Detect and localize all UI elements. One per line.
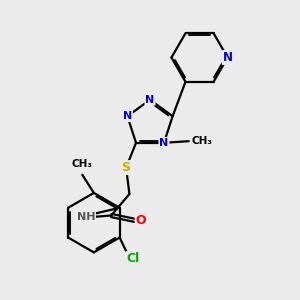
Text: O: O — [136, 214, 146, 227]
Text: N: N — [146, 95, 154, 105]
Text: CH₃: CH₃ — [191, 136, 212, 146]
Text: N: N — [123, 111, 132, 121]
Text: N: N — [223, 51, 232, 64]
Text: S: S — [122, 161, 130, 174]
Text: Cl: Cl — [126, 252, 140, 265]
Text: CH₃: CH₃ — [72, 159, 93, 169]
Text: N: N — [159, 138, 169, 148]
Text: NH: NH — [76, 212, 95, 222]
